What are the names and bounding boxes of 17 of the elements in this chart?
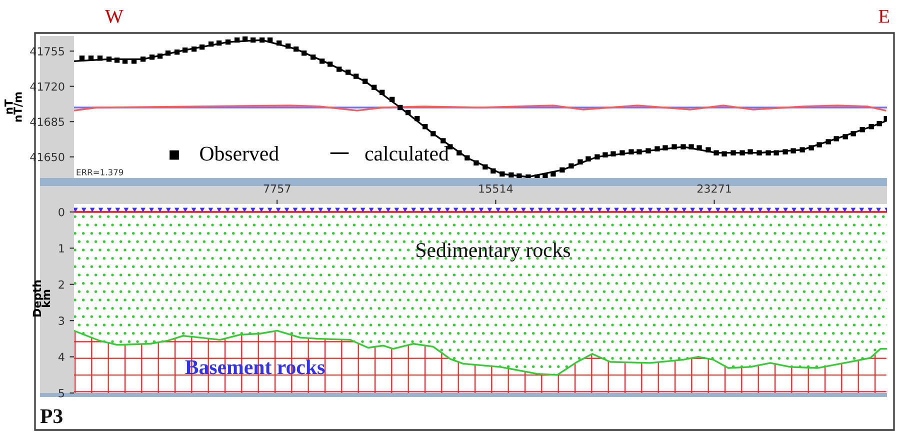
text: P3 bbox=[40, 409, 62, 424]
y-axis-title: nT nT/m bbox=[4, 92, 23, 122]
y-tick-label: 1 bbox=[59, 244, 64, 252]
x-tick-label: 7757 bbox=[264, 184, 290, 193]
y-tick-label: 2 bbox=[58, 280, 64, 289]
y-tick-label: 5 bbox=[58, 389, 64, 398]
legend-label: Observed bbox=[200, 146, 279, 161]
text: W bbox=[105, 10, 124, 23]
y-tick-label: 0 bbox=[58, 208, 64, 216]
y-tick-label: 3 bbox=[58, 316, 64, 325]
annotation: ERR=1.379 bbox=[76, 169, 124, 176]
y-axis-title: Depth km bbox=[32, 280, 50, 316]
text: E bbox=[878, 10, 890, 23]
y-tick-label: 4 bbox=[58, 352, 64, 362]
x-tick-label: 23271 bbox=[697, 184, 731, 193]
legend-label: calculated bbox=[365, 146, 449, 161]
x-tick-label: 15514 bbox=[479, 184, 513, 193]
